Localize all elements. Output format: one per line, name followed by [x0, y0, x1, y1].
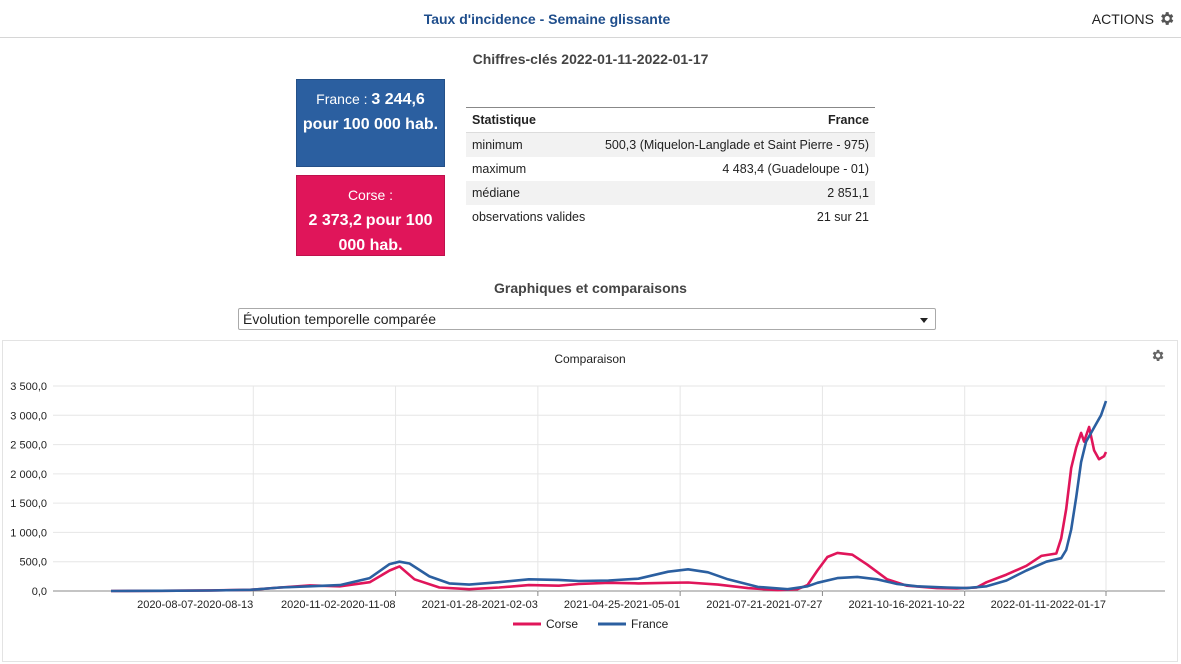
- table-row: maximum 4 483,4 (Guadeloupe - 01): [466, 157, 875, 181]
- stat-value: 4 483,4 (Guadeloupe - 01): [722, 162, 869, 176]
- y-tick-label: 2 000,0: [10, 469, 47, 481]
- page-title: Taux d'incidence - Semaine glissante: [423, 11, 671, 27]
- table-header-row: Statistique France: [466, 107, 875, 133]
- y-tick-label: 3 500,0: [10, 381, 47, 393]
- x-tick-label: 2022-01-11-2022-01-17: [991, 599, 1106, 611]
- top-bar: Taux d'incidence - Semaine glissante ACT…: [0, 0, 1181, 38]
- series-line-france: [110, 400, 1108, 593]
- comparison-chart-panel: Comparaison 0,0 500,0 1 000,0 1 500,0 2 000,0…: [2, 340, 1178, 662]
- france-key-figure: France : 3 244,6 pour 100 000 hab.: [296, 79, 445, 167]
- dropdown-arrow-icon: [920, 318, 928, 323]
- chart-settings-gear-icon[interactable]: [1152, 349, 1164, 362]
- table-row: observations valides 21 sur 21: [466, 205, 875, 229]
- x-tick-label: 2020-11-02-2020-11-08: [281, 599, 396, 611]
- y-tick-label: 1 000,0: [10, 527, 47, 539]
- table-row: minimum 500,3 (Miquelon-Langlade et Sain…: [466, 132, 875, 157]
- column-header-france: France: [593, 107, 875, 133]
- actions-label: ACTIONS: [1091, 10, 1154, 27]
- x-tick-label: 2021-07-21-2021-07-27: [706, 599, 822, 611]
- y-tick-label: 3 000,0: [10, 410, 47, 422]
- key-figures-title: Chiffres-clés 2022-01-11-2022-01-17: [472, 51, 709, 67]
- stat-value: 2 851,1: [593, 181, 875, 205]
- gear-icon: [1161, 12, 1174, 25]
- x-tick-label: 2021-04-25-2021-05-01: [564, 599, 680, 611]
- chart-type-select[interactable]: Évolution temporelle comparée: [238, 308, 936, 330]
- x-tick-label: 2021-10-16-2021-10-22: [849, 599, 965, 611]
- stat-label: maximum: [472, 162, 527, 176]
- comparison-chart: Comparaison 0,0 500,0 1 000,0 1 500,0 2 000,0…: [10, 349, 1165, 631]
- corse-value: 2 373,2: [308, 212, 362, 229]
- chart-type-selected-value: Évolution temporelle comparée: [243, 311, 436, 327]
- france-unit: pour 100 000 hab.: [302, 116, 439, 133]
- stat-label: médiane: [466, 181, 594, 205]
- corse-unit: pour 100 000 hab.: [338, 212, 433, 254]
- chart-title: Comparaison: [554, 352, 625, 366]
- y-tick-label: 1 500,0: [10, 498, 47, 510]
- corse-key-figure: Corse : 2 373,2 pour 100 000 hab.: [296, 175, 445, 256]
- legend-label-france: France: [631, 617, 669, 631]
- table-row: médiane 2 851,1: [466, 181, 875, 205]
- y-tick-label: 2 500,0: [10, 440, 47, 452]
- y-tick-label: 0,0: [32, 586, 47, 598]
- x-tick-label: 2021-01-28-2021-02-03: [422, 599, 538, 611]
- france-label: France :: [316, 91, 368, 107]
- comparisons-title: Graphiques et comparaisons: [494, 280, 687, 296]
- stat-label: observations valides: [472, 210, 586, 224]
- stat-value: 500,3 (Miquelon-Langlade et Saint Pierre…: [593, 132, 875, 157]
- stat-value: 21 sur 21: [816, 210, 869, 224]
- y-tick-label: 500,0: [19, 557, 47, 569]
- stat-label: minimum: [466, 132, 594, 157]
- actions-button[interactable]: ACTIONS: [1092, 10, 1175, 27]
- france-value: 3 244,6: [371, 91, 425, 108]
- column-header-statistique: Statistique: [466, 107, 594, 133]
- corse-label: Corse :: [347, 187, 394, 203]
- statistics-table: Statistique France minimum 500,3 (Miquel…: [466, 107, 875, 229]
- series-line-corse: [110, 425, 1108, 593]
- x-tick-label: 2020-08-07-2020-08-13: [137, 599, 253, 611]
- legend-label-corse: Corse: [546, 617, 578, 631]
